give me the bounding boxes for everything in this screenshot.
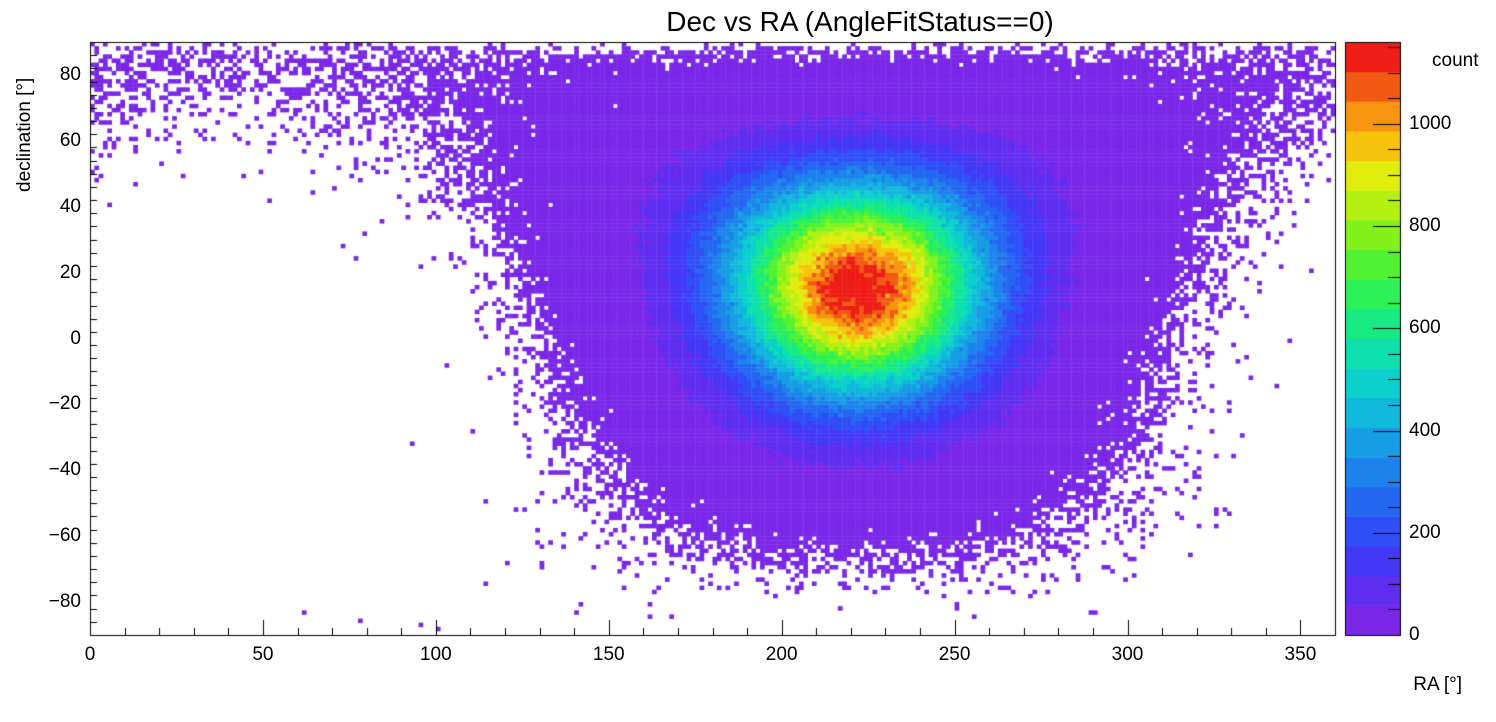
chart-title: Dec vs RA (AngleFitStatus==0): [666, 6, 1054, 37]
colorbar-tick-label: 600: [1409, 317, 1441, 339]
y-tick-label: −80: [48, 591, 81, 613]
y-axis-title: declination [°]: [14, 77, 35, 192]
x-tick-label: 200: [765, 644, 798, 665]
y-tick-label: −40: [48, 459, 81, 481]
x-tick-label: 50: [252, 644, 274, 665]
y-tick-label: −60: [48, 525, 81, 547]
x-axis-title: RA [°]: [1413, 674, 1462, 695]
y-tick-label: 80: [59, 63, 81, 85]
y-tick-label: 40: [59, 195, 81, 217]
y-tick-label: −20: [48, 393, 81, 415]
x-tick-label: 300: [1111, 644, 1144, 665]
y-tick-label: 20: [59, 261, 81, 283]
x-tick-label: 150: [592, 644, 625, 665]
y-tick-label: 60: [59, 129, 81, 151]
y-tick-label: 0: [70, 327, 81, 349]
colorbar-tick-label: 400: [1409, 419, 1441, 441]
x-tick-label: 100: [419, 644, 452, 665]
colorbar-tick-label: 0: [1409, 624, 1420, 645]
x-tick-label: 350: [1284, 644, 1317, 665]
colorbar-tick-label: 1000: [1409, 112, 1452, 134]
colorbar-title: count: [1432, 50, 1479, 71]
colorbar-tick-label: 800: [1409, 215, 1441, 237]
x-tick-label: 0: [84, 644, 96, 665]
colorbar-tick-label: 200: [1409, 521, 1441, 543]
x-tick-label: 250: [938, 644, 971, 665]
